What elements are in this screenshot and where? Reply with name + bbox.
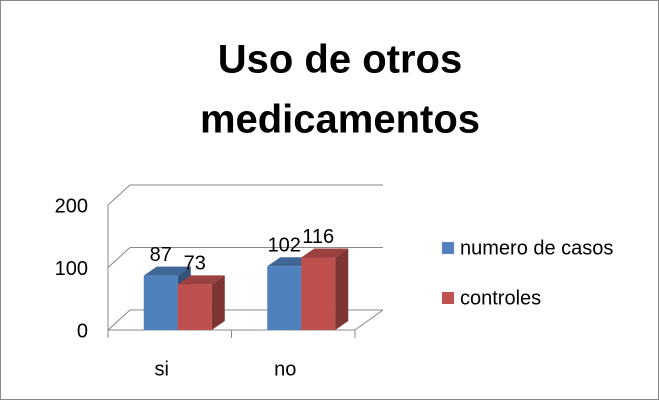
grid-line — [107, 184, 131, 206]
x-tick-label: no — [274, 358, 296, 380]
bar-face — [143, 275, 178, 330]
y-tick-label: 100 — [55, 258, 88, 280]
data-label: 87 — [150, 244, 172, 266]
bar-face — [211, 275, 225, 330]
legend-swatch — [442, 242, 454, 254]
bar — [301, 248, 349, 330]
bar-face — [335, 248, 349, 330]
legend-label: controles — [460, 287, 541, 309]
x-tick-label: si — [155, 358, 169, 380]
y-tick-label: 200 — [55, 195, 88, 217]
bar — [177, 275, 225, 330]
chart-title: medicamentos — [200, 98, 480, 142]
bar-face — [177, 284, 212, 330]
bar-face — [177, 275, 225, 285]
bar-face — [143, 266, 191, 276]
legend-swatch — [442, 292, 454, 304]
legend-label: numero de casos — [460, 237, 613, 259]
chart-title: Uso de otros — [218, 38, 462, 82]
bar-face — [301, 257, 336, 330]
floor-edge — [354, 309, 384, 331]
data-label: 102 — [268, 235, 301, 257]
bar-face — [267, 266, 302, 330]
data-label: 116 — [302, 226, 334, 248]
grid-line — [107, 309, 131, 331]
grid-line — [107, 247, 131, 268]
bar-face — [301, 248, 349, 258]
data-label: 73 — [184, 253, 206, 275]
y-tick-label: 0 — [77, 320, 88, 342]
